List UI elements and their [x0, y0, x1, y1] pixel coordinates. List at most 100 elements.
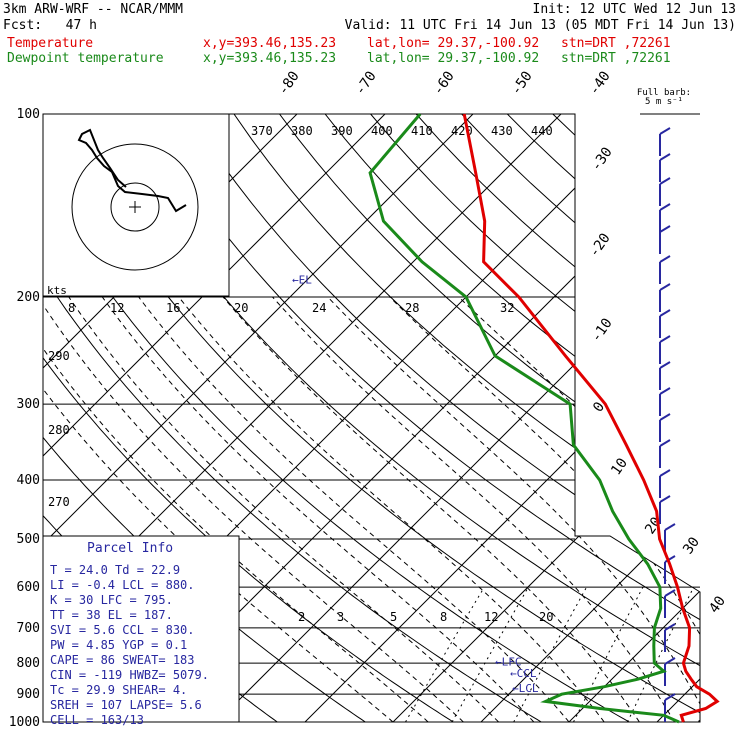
isotherm-line	[203, 114, 700, 722]
wind-barb-flag	[664, 693, 676, 701]
isotherm-label: 20	[642, 514, 665, 537]
wind-barb-flag	[659, 153, 671, 161]
isotherm-label: -20	[586, 230, 614, 260]
isotherm-line	[43, 114, 399, 722]
wind-barb-flag	[659, 203, 671, 211]
isotherm-label: -40	[586, 68, 614, 98]
pressure-label: 400	[17, 473, 40, 488]
parcel-info-row: K = 30 LFC = 795.	[50, 593, 173, 607]
pressure-label: 600	[17, 580, 40, 595]
dry-adiabat-label: 290	[48, 349, 70, 363]
dewpoint-latlon: lat,lon= 29.37,-100.92	[367, 51, 540, 66]
moist-adiabat-line	[222, 296, 640, 722]
isotherm-label: -10	[588, 315, 616, 345]
dry-adiabat-line	[552, 114, 700, 722]
mixing-ratio-label: 3	[337, 610, 344, 624]
parcel-info-row: Tc = 29.9 SHEAR= 4.	[50, 683, 187, 697]
parcel-info-row: PW = 4.85 YGP = 0.1	[50, 638, 187, 652]
pressure-label: 300	[17, 397, 40, 412]
dry-adiabat-line	[598, 114, 700, 722]
parcel-info-title: Parcel Info	[87, 541, 173, 556]
isotherm-label: -60	[430, 68, 458, 98]
kts-label: kts	[47, 284, 67, 297]
isotherm-label: -80	[275, 68, 303, 98]
wind-barb-flag	[659, 309, 671, 317]
lcl-marker: ←LCL	[512, 682, 539, 695]
dewpoint-line	[368, 113, 680, 724]
isotherm-line	[467, 114, 700, 722]
dry-adiabat-line	[233, 114, 700, 722]
dry-adiabat-line	[43, 114, 475, 722]
dry-adiabat-line	[279, 114, 700, 722]
full-barb-value: 5 m s⁻¹	[645, 97, 683, 107]
isotherm-label: -50	[508, 68, 536, 98]
dry-adiabat-line	[187, 114, 700, 722]
dry-adiabat-line	[0, 114, 28, 735]
parcel-info-row: T = 24.0 Td = 22.9	[50, 563, 180, 577]
parcel-info-row: LI = -0.4 LCL = 880.	[50, 578, 195, 592]
isotherm-label: -70	[352, 68, 380, 98]
temperature-station: stn=DRT ,72261	[561, 36, 671, 51]
pressure-label: 900	[17, 687, 40, 702]
mixing-ratio-line	[405, 586, 485, 722]
forecast-hour: Fcst: 47 h	[3, 18, 97, 33]
parcel-info-panel: Parcel Info T = 24.0 Td = 22.9LI = -0.4 L…	[42, 535, 240, 727]
hodograph-frame	[42, 113, 230, 297]
model-title: 3km ARW-WRF -- NCAR/MMM	[3, 2, 184, 17]
hodograph-speed-label: 32	[500, 301, 514, 315]
isotherm-line	[291, 114, 700, 722]
pressure-labels: 100 200 300 400 500 600 700 800 900 1000	[9, 107, 40, 730]
dewpoint-legend: Dewpoint temperature	[7, 51, 164, 66]
wind-barb-flag	[659, 469, 671, 477]
mixing-ratio-label: 8	[440, 610, 447, 624]
isotherm-label: 40	[706, 593, 729, 616]
mixing-ratio-label: 20	[539, 610, 553, 624]
moist-adiabat-line	[272, 296, 676, 722]
wind-barb-flag	[659, 177, 671, 185]
lfc-marker: ←LFC	[495, 655, 522, 668]
wind-barb-flag	[659, 387, 671, 395]
wind-barb-flag	[659, 255, 671, 263]
hodograph-ring-inner	[110, 182, 160, 232]
dry-adiabat-line	[689, 114, 700, 722]
temperature-xy: x,y=393.46,135.23	[203, 36, 337, 51]
hodograph-speed-label: 20	[234, 301, 248, 315]
isotherm-line	[43, 114, 47, 722]
dry-adiabat-line	[43, 114, 564, 722]
pressure-label: 100	[17, 107, 40, 122]
hodograph: kts	[42, 113, 230, 297]
isotherm-label: 30	[680, 534, 703, 557]
wind-barbs: Full barb:5 m s⁻¹	[637, 88, 691, 722]
isotherm-label: 10	[608, 455, 631, 478]
parcel-info-box	[42, 535, 240, 723]
dry-adiabat-label: 270	[48, 495, 70, 509]
parcel-info-row: CIN = -119 HWBZ= 5079.	[50, 668, 209, 682]
wind-barb-flag	[659, 335, 671, 343]
mixing-ratio-lines	[405, 586, 700, 722]
moist-adiabat-line	[178, 296, 605, 722]
wind-barb-flag	[659, 413, 671, 421]
dry-adiabat-line	[735, 114, 740, 735]
theta-label: 370	[251, 124, 273, 138]
parcel-info-row: SREH = 107 LAPSE= 5.6	[50, 698, 202, 712]
mixing-ratio-line	[573, 586, 644, 722]
theta-label: 390	[331, 124, 353, 138]
pressure-label: 700	[17, 621, 40, 636]
mixing-ratio-label: 5	[390, 610, 397, 624]
dry-adiabat-label: 280	[48, 423, 70, 437]
theta-label: 380	[291, 124, 313, 138]
wind-barb-flag	[659, 361, 671, 369]
isotherm-line	[643, 114, 700, 722]
init-time: Init: 12 UTC Wed 12 Jun 13	[532, 2, 737, 17]
wind-barb-flag	[659, 439, 671, 447]
hodograph-ring-outer	[71, 143, 199, 271]
wind-barb-flag	[659, 225, 671, 233]
el-marker: ←EL	[292, 273, 312, 286]
wind-barb-flag	[659, 127, 671, 135]
temperature-legend: Temperature	[7, 36, 94, 51]
parcel-info-row: SVI = 5.6 CCL = 830.	[50, 623, 195, 637]
full-barb-title: Full barb:	[637, 88, 691, 98]
parcel-info-row: TT = 38 EL = 187.	[50, 608, 173, 622]
wind-barb-flag	[664, 623, 676, 631]
